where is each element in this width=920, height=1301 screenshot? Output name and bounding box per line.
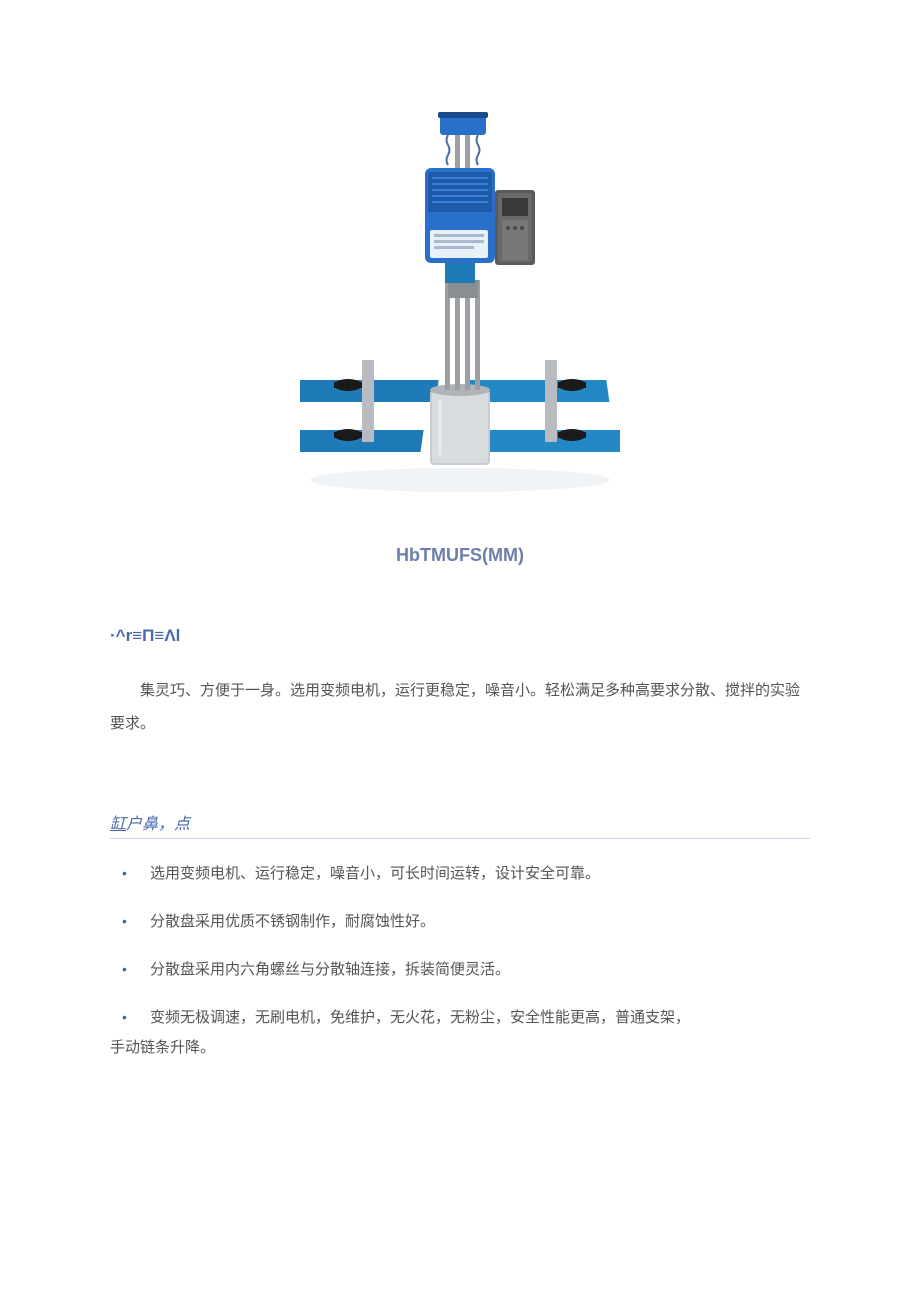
feature-item: 分散盘采用内六角螺丝与分散轴连接，拆装简便灵活。 — [110, 955, 810, 985]
features-heading: 缸户鼻，点 — [110, 810, 810, 839]
intro-heading: ·^r≡Π≡Λl — [110, 626, 810, 646]
feature-item: 变频无极调速，无刷电机，免维护，无火花，无粉尘，安全性能更高，普通支架， 手动链… — [110, 1003, 810, 1063]
heading2-part1: 缸 — [110, 816, 126, 833]
heading2-part2: 户鼻，点 — [126, 816, 190, 833]
product-description: 集灵巧、方便于一身。选用变频电机，运行更稳定，噪音小。轻松满足多种高要求分散、搅… — [110, 674, 810, 740]
feature-item: 分散盘采用优质不锈钢制作，耐腐蚀性好。 — [110, 907, 810, 937]
product-image-section — [110, 100, 810, 505]
model-label: HbTMUFS(MM) — [110, 545, 810, 566]
feature-item: 选用变频电机、运行稳定，噪音小，可长时间运转，设计安全可靠。 — [110, 859, 810, 889]
feature-list: 选用变频电机、运行稳定，噪音小，可长时间运转，设计安全可靠。 分散盘采用优质不锈… — [110, 859, 810, 1063]
feature-item-line2: 手动链条升降。 — [110, 1033, 810, 1063]
feature-item-line1: 变频无极调速，无刷电机，免维护，无火花，无粉尘，安全性能更高，普通支架， — [110, 1003, 810, 1033]
product-image — [300, 100, 620, 500]
